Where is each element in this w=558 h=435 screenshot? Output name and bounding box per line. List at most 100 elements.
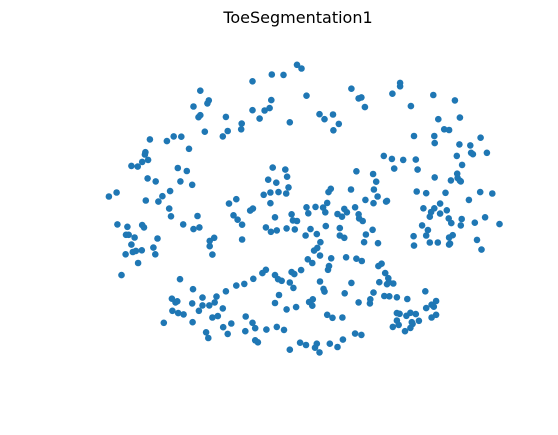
data-point [313, 230, 321, 238]
data-point [370, 186, 378, 193]
data-point [303, 204, 310, 211]
data-point [445, 234, 453, 241]
data-point [174, 309, 182, 317]
data-point [451, 97, 459, 104]
data-point [249, 319, 256, 327]
data-point [447, 177, 455, 184]
data-point [422, 304, 430, 312]
data-point [214, 312, 222, 320]
data-point [290, 284, 297, 292]
data-point [323, 311, 331, 319]
data-point [118, 271, 125, 279]
data-point [202, 329, 210, 336]
data-point [401, 327, 409, 335]
data-point [224, 330, 231, 338]
data-point [254, 339, 262, 346]
data-point [251, 324, 259, 332]
data-point [256, 115, 263, 122]
data-point [407, 309, 414, 317]
data-point [128, 162, 135, 170]
data-point [410, 232, 417, 240]
data-point [273, 227, 281, 234]
data-point [440, 126, 448, 133]
data-point [234, 216, 241, 223]
data-point [282, 190, 290, 197]
data-point [263, 326, 270, 333]
data-point [228, 320, 235, 327]
data-point [436, 200, 444, 207]
data-point [434, 239, 442, 246]
data-point [399, 156, 407, 164]
data-point [241, 280, 248, 288]
data-point [420, 205, 427, 212]
data-point [188, 300, 196, 307]
data-point [372, 178, 380, 185]
data-point [152, 178, 159, 185]
data-point [199, 294, 206, 301]
data-point [407, 324, 414, 332]
data-point [431, 174, 439, 181]
data-point [273, 323, 281, 331]
data-point [378, 260, 385, 268]
data-point [376, 278, 383, 286]
data-point [467, 142, 474, 149]
data-point [249, 106, 256, 114]
data-point [291, 226, 299, 233]
data-point [309, 259, 316, 267]
data-point [134, 259, 142, 267]
data-point [422, 189, 430, 197]
data-point [222, 288, 230, 295]
data-point [201, 128, 209, 135]
data-point [330, 127, 337, 134]
data-point [219, 305, 227, 312]
data-point [362, 231, 370, 238]
data-point [155, 198, 162, 205]
data-point [267, 189, 274, 196]
data-point [446, 240, 454, 247]
data-point [341, 290, 349, 297]
data-point [246, 207, 254, 214]
data-point [374, 193, 381, 200]
data-point [389, 323, 397, 331]
data-point [448, 219, 455, 227]
data-point [122, 231, 130, 239]
data-point [224, 127, 231, 135]
data-point [169, 307, 176, 315]
data-point [309, 296, 317, 303]
data-point [113, 189, 120, 196]
data-point [131, 234, 138, 241]
data-point [176, 275, 184, 283]
data-point [293, 61, 301, 69]
data-point [167, 213, 175, 220]
data-point [347, 186, 355, 193]
data-point [174, 164, 182, 172]
data-point [189, 318, 196, 326]
data-point [268, 71, 276, 78]
data-point [481, 214, 489, 221]
data-point [353, 255, 360, 262]
data-point [141, 151, 149, 158]
data-point [195, 307, 203, 315]
data-point [211, 299, 218, 306]
data-point [264, 176, 272, 183]
data-point [283, 225, 290, 232]
data-point [395, 321, 403, 329]
data-point [142, 197, 150, 204]
data-point [159, 192, 166, 200]
data-point [389, 90, 396, 97]
data-point [233, 282, 240, 289]
data-point [321, 115, 328, 123]
data-point [275, 188, 282, 196]
data-point [458, 215, 466, 223]
data-point [309, 302, 316, 310]
data-point [435, 115, 442, 123]
data-point [431, 205, 438, 212]
data-point [242, 313, 249, 320]
data-point [124, 223, 131, 231]
data-point [353, 168, 360, 175]
data-point [152, 251, 159, 258]
data-point [339, 336, 347, 343]
data-point [360, 238, 368, 246]
data-point [206, 242, 213, 250]
